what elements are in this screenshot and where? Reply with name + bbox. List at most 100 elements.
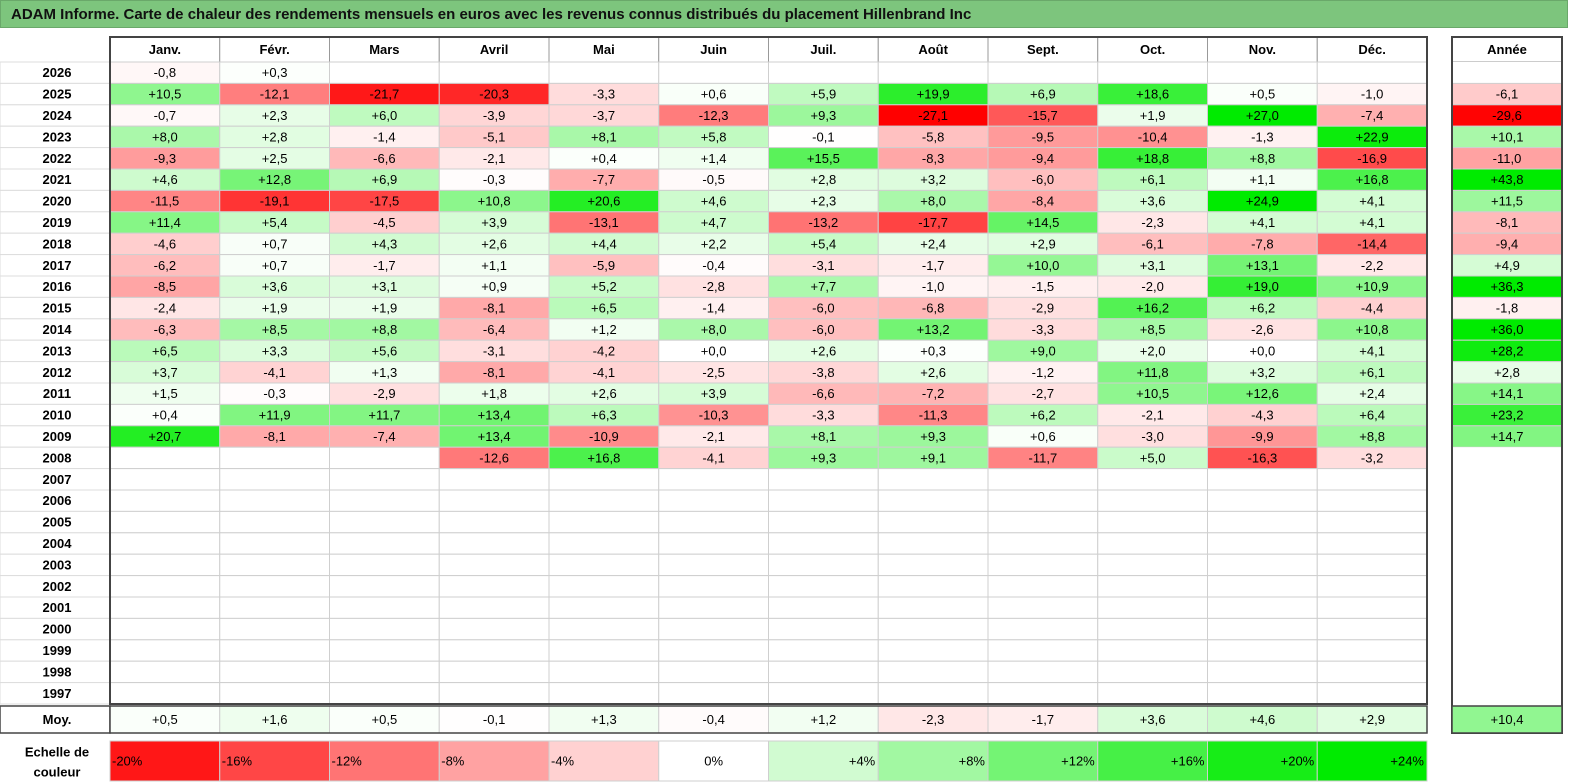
year-label: 2000 [43,622,72,637]
heatmap-cell-value: +2,3 [262,108,288,123]
heatmap-cell-value: +5,4 [811,236,837,251]
heatmap-cell [1316,510,1428,534]
year-total-value: +43,8 [1491,172,1524,187]
heatmap-cell-value: +3,2 [920,172,946,187]
heatmap-cell [658,468,769,491]
year-label: 1997 [43,686,72,701]
heatmap-cell-value: +6,1 [1140,172,1166,187]
year-total-cell [1452,490,1562,512]
heatmap-cell-value: +8,5 [1140,322,1166,337]
average-value: -1,7 [1032,712,1054,727]
heatmap-cell [658,617,769,641]
heatmap-cell-value: -1,4 [373,129,395,144]
heatmap-cell [658,596,769,619]
year-total-value: +14,1 [1491,386,1524,401]
scale-swatch-label: +20% [1281,754,1315,769]
heatmap-cell-value: +9,1 [920,450,946,465]
heatmap-cell [658,682,769,705]
year-label: 2019 [43,215,72,230]
heatmap-cell-value: +3,2 [1250,365,1276,380]
heatmap-cell-value: -11,3 [919,408,948,423]
heatmap-cell [329,617,440,641]
heatmap-cell [768,660,879,684]
heatmap-cell [329,468,440,491]
heatmap-cell-value: +10,5 [148,87,181,102]
heatmap-cell [1097,682,1208,705]
heatmap-cell-value: -4,3 [1251,408,1273,423]
heatmap-cell-value: +2,2 [701,236,727,251]
heatmap-cell-value: -6,0 [812,322,834,337]
heatmap-cell [987,468,1099,491]
year-total-cell [1452,532,1562,555]
heatmap-cell-value: +8,0 [920,194,946,209]
year-total-value: +11,5 [1491,194,1523,209]
average-year-total-cell [1451,705,1563,734]
year-total-value: +4,9 [1494,258,1520,273]
heatmap-cell-value: -13,1 [589,215,619,230]
heatmap-cell-value: -16,3 [1248,450,1278,465]
heatmap-cell-value: +10,8 [478,194,511,209]
heatmap-cell-value: +4,1 [1250,215,1276,230]
heatmap-cell [768,468,879,491]
year-label: 2021 [43,172,72,187]
heatmap-cell [658,639,769,662]
heatmap-cell-value: +2,3 [811,194,837,209]
year-total-value: -11,0 [1493,151,1522,166]
heatmap-cell-value: +5,8 [701,129,727,144]
heatmap-cell-value: -8,1 [483,301,505,316]
heatmap-cell [768,61,879,84]
heatmap-cell [768,553,879,577]
heatmap-cell [658,510,769,534]
heatmap-cell-value: +0,4 [152,408,178,423]
heatmap-cell-value: -1,0 [1361,87,1383,102]
heatmap-cell [768,639,879,662]
scale-swatch-label: -12% [332,754,363,769]
heatmap-cell [987,510,1099,534]
heatmap-cell-value: +2,6 [591,386,617,401]
heatmap-cell-value: -6,0 [1032,172,1054,187]
heatmap-cell [658,489,769,512]
heatmap-cell [1316,61,1428,84]
heatmap-cell-value: -19,1 [260,194,290,209]
heatmap-cell [109,660,221,684]
heatmap-cell [1316,596,1428,619]
heatmap-cell-value: -7,7 [593,172,615,187]
heatmap-cell-value: +8,1 [811,429,837,444]
heatmap-cell-value: -9,4 [1032,151,1054,166]
heatmap-cell-value: +6,5 [591,301,617,316]
heatmap-cell [1316,660,1428,684]
heatmap-cell [109,617,221,641]
heatmap-cell [1207,510,1318,534]
heatmap-cell [1207,489,1318,512]
heatmap-cell-value: -1,0 [922,279,944,294]
heatmap-cell [877,489,989,512]
heatmap-cell [109,468,221,491]
heatmap-cell [877,61,989,84]
heatmap-cell-value: +3,6 [262,279,288,294]
year-total-cell [1452,661,1562,683]
month-header-label: Oct. [1140,42,1165,57]
scale-swatch-label: +8% [959,754,986,769]
heatmap-cell [219,553,330,577]
heatmap-cell-value: +2,6 [920,365,946,380]
heatmap-cell-value: -2,4 [154,301,176,316]
scale-swatch-label: +4% [849,754,876,769]
heatmap-cell-value: -9,5 [1032,129,1054,144]
heatmap-cell-value: +8,8 [1250,151,1276,166]
heatmap-cell [329,446,440,470]
heatmap-cell-value: +5,6 [372,343,398,358]
month-header-cell [658,36,769,63]
heatmap-cell-value: +8,8 [372,322,398,337]
heatmap-cell-value: -2,1 [1141,408,1163,423]
heatmap-cell [329,489,440,512]
heatmap-cell [219,596,330,619]
heatmap-cell [1097,639,1208,662]
month-header-cell [219,36,330,63]
heatmap-cell-value: +5,9 [811,87,837,102]
heatmap-cell-value: -5,9 [593,258,615,273]
heatmap-cell-value: -21,7 [370,87,400,102]
average-value: +4,6 [1250,712,1276,727]
year-total-cell [1452,618,1562,640]
heatmap-cell-value: +9,3 [811,450,837,465]
month-header-label: Mai [593,42,615,57]
